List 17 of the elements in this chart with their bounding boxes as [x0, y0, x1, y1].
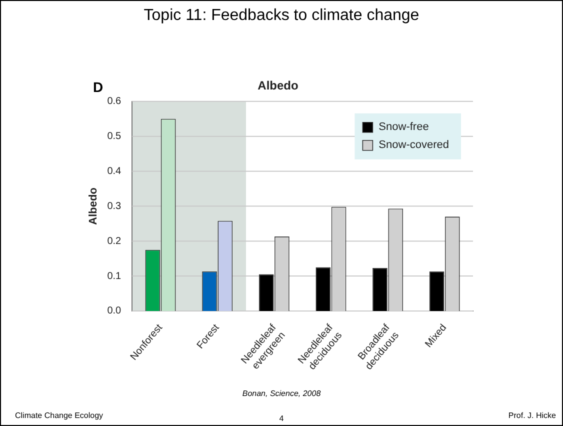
y-tick-label: 0.5: [107, 131, 122, 142]
y-tick-label: 0.1: [107, 270, 122, 282]
y-tick-label: 0.3: [107, 200, 122, 212]
text: Climate Change Ecology: [15, 411, 104, 420]
text: 4: [279, 414, 284, 423]
chart-subtitle: Albedo: [258, 78, 298, 93]
text: Bonan, Science, 2008: [241, 389, 322, 398]
y-tick-label: 0.0: [107, 306, 122, 317]
legend-label: Snow-covered: [378, 138, 450, 151]
y-tick-label: 0.2: [107, 236, 122, 247]
y-tick-label: 0.6: [107, 96, 122, 108]
text: D: [93, 79, 104, 95]
y-axis-title: Albedo: [88, 187, 100, 225]
y-tick-label: 0.4: [107, 166, 122, 177]
legend-label: Snow-free: [378, 120, 429, 133]
chart-title: Topic 11: Feedbacks to climate change: [142, 7, 420, 25]
text: Prof. J. Hicke: [508, 411, 556, 420]
